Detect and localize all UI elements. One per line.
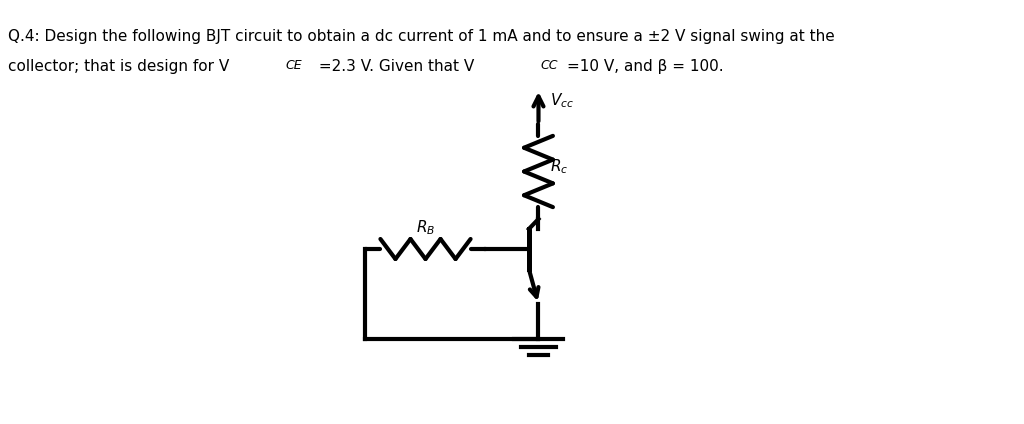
Text: =10 V, and β = 100.: =10 V, and β = 100. [567,59,724,74]
Text: CE: CE [286,59,302,72]
Text: $V_{cc}$: $V_{cc}$ [550,91,574,110]
Text: $R_B$: $R_B$ [416,218,435,237]
Text: CC: CC [541,59,558,72]
Text: Q.4: Design the following BJT circuit to obtain a dc current of 1 mA and to ensu: Q.4: Design the following BJT circuit to… [8,29,835,44]
Text: =2.3 V. Given that V: =2.3 V. Given that V [314,59,475,74]
Text: collector; that is design for V: collector; that is design for V [8,59,229,74]
Text: $R_c$: $R_c$ [550,157,568,176]
